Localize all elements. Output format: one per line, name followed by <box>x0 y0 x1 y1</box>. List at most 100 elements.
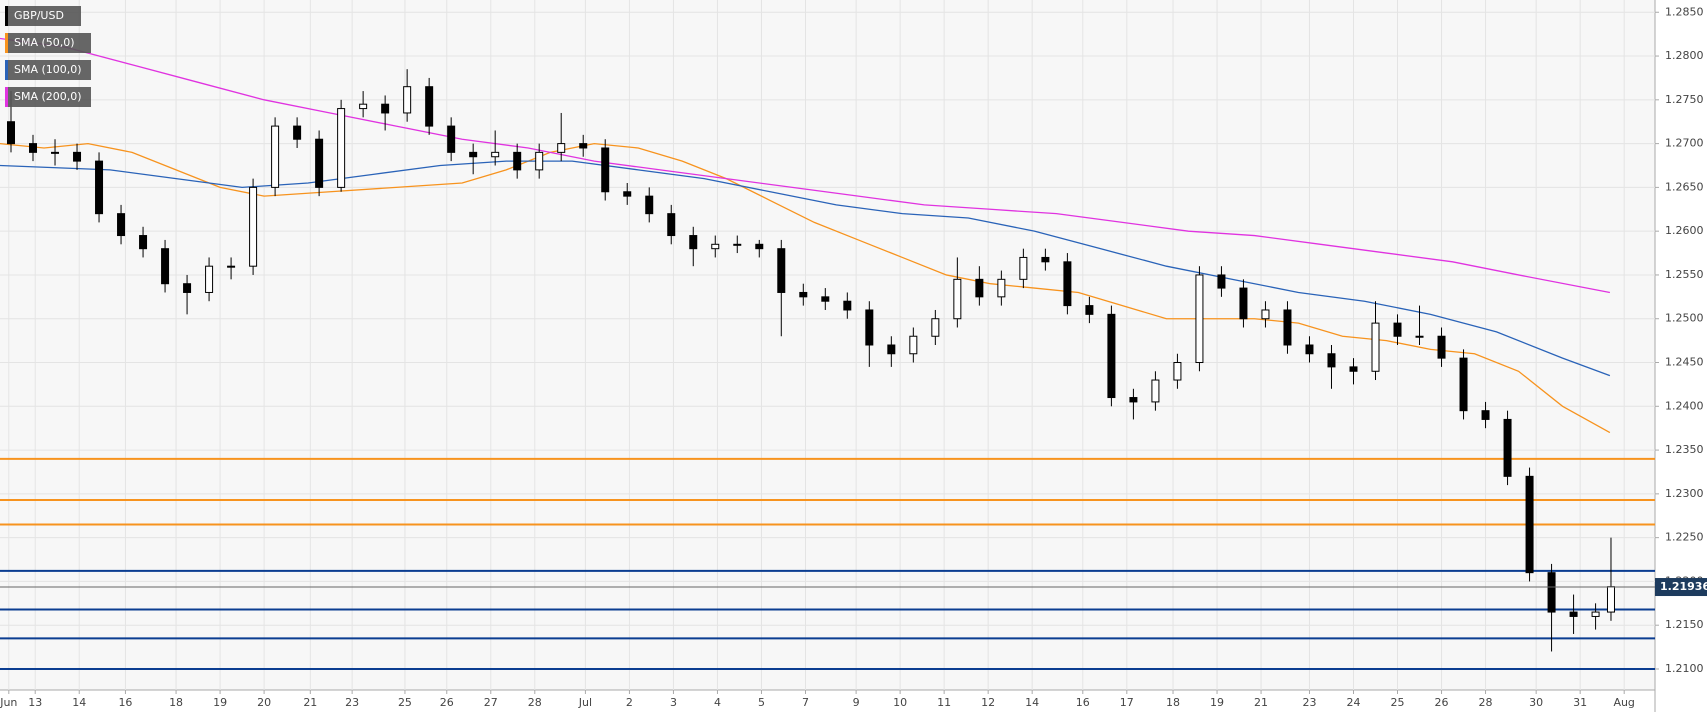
candle-body <box>7 121 16 145</box>
candle-body <box>997 278 1006 298</box>
x-tick-label: 9 <box>853 696 860 709</box>
y-tick-label: 1.2800 <box>1665 49 1704 62</box>
x-tick-label: 4 <box>714 696 721 709</box>
x-tick-label: Jun <box>0 696 17 709</box>
y-tick-label: 1.2450 <box>1665 356 1704 369</box>
candle-body <box>1547 572 1556 613</box>
candle-body <box>579 143 588 149</box>
x-tick-label: 13 <box>28 696 42 709</box>
candle-body <box>425 86 434 127</box>
y-tick-label: 1.2850 <box>1665 5 1704 18</box>
legend: GBP/USD SMA (50,0) SMA (100,0) SMA (200,0) <box>5 6 91 107</box>
candle-body <box>1606 586 1615 613</box>
x-tick-label: 23 <box>1302 696 1316 709</box>
candle-body <box>205 265 214 293</box>
candle-body <box>1261 309 1270 320</box>
candle-body <box>667 213 676 237</box>
y-tick-label: 1.2250 <box>1665 531 1704 544</box>
candle-body <box>645 195 654 215</box>
candle-body <box>183 283 192 293</box>
x-tick-label: 10 <box>893 696 907 709</box>
candle-body <box>909 335 918 355</box>
candle-body <box>865 309 874 346</box>
candle-body <box>469 151 478 158</box>
x-tick-label: Aug <box>1613 696 1634 709</box>
candle-body <box>1371 322 1380 372</box>
x-tick-label: 2 <box>626 696 633 709</box>
candle-body <box>843 300 852 311</box>
legend-label: SMA (200,0) <box>14 90 82 103</box>
sma-line <box>0 160 1611 377</box>
candle-body <box>1459 357 1468 412</box>
candle-body <box>29 143 38 153</box>
candle-body <box>249 186 258 267</box>
last-price-box <box>1655 578 1707 597</box>
y-tick-label: 1.2400 <box>1665 399 1704 412</box>
legend-box <box>5 87 91 107</box>
legend-box <box>5 6 81 26</box>
x-tick-label: 12 <box>981 696 995 709</box>
candle-body <box>535 151 544 171</box>
candle-body <box>1349 366 1358 372</box>
x-tick-label: 14 <box>72 696 86 709</box>
x-tick-label: 14 <box>1025 696 1039 709</box>
x-tick-label: 21 <box>1254 696 1268 709</box>
x-tick-label: 30 <box>1529 696 1543 709</box>
x-tick-label: 25 <box>1391 696 1405 709</box>
candle-body <box>953 278 962 320</box>
candle-body <box>491 151 500 158</box>
candle-body <box>359 103 368 110</box>
y-tick-label: 1.2750 <box>1665 93 1704 106</box>
candle-body <box>623 191 632 197</box>
candle-body <box>1569 611 1578 617</box>
marks: 1.21936 <box>0 37 1707 670</box>
legend-label: SMA (100,0) <box>14 63 82 76</box>
legend-swatch <box>5 60 8 80</box>
candle-body <box>1129 397 1138 403</box>
candle-body <box>1173 362 1182 381</box>
candle-body <box>931 318 940 337</box>
candle-body <box>139 235 148 250</box>
candle-body <box>887 344 896 355</box>
x-tick-label: 5 <box>758 696 765 709</box>
candle-body <box>1393 322 1402 337</box>
candle-body <box>1283 309 1292 346</box>
y-tick-label: 1.2500 <box>1665 312 1704 325</box>
candle-body <box>711 243 720 250</box>
candle-body <box>513 151 522 171</box>
x-tick-label: 20 <box>257 696 271 709</box>
candle-body <box>1481 410 1490 420</box>
legend-label: SMA (50,0) <box>14 36 75 49</box>
candle-body <box>1503 418 1512 477</box>
candle-body <box>337 108 346 188</box>
y-tick-label: 1.2350 <box>1665 443 1704 456</box>
candle-body <box>1437 335 1446 359</box>
y-tick-label: 1.2700 <box>1665 137 1704 150</box>
x-tick-label: 23 <box>345 696 359 709</box>
legend-box <box>5 33 91 53</box>
last-price-label: 1.21936 <box>1660 580 1707 593</box>
candle-body <box>315 138 324 188</box>
y-tick-label: 1.2550 <box>1665 268 1704 281</box>
x-tick-label: 18 <box>1166 696 1180 709</box>
candle-body <box>1217 274 1226 289</box>
candle-body <box>689 235 698 250</box>
candle-body <box>821 296 830 302</box>
legend-box <box>5 60 91 80</box>
candle-body <box>381 103 390 114</box>
x-tick-label: 24 <box>1346 696 1360 709</box>
candle-body <box>1085 305 1094 315</box>
sma-line <box>0 37 1611 294</box>
candle-body <box>733 243 742 246</box>
candle-body <box>1063 261 1072 307</box>
candle-body <box>403 86 412 114</box>
x-tick-label: 28 <box>1479 696 1493 709</box>
x-tick-label: 31 <box>1573 696 1587 709</box>
candle-body <box>1151 379 1160 403</box>
y-tick-label: 1.2600 <box>1665 224 1704 237</box>
candle-body <box>1019 256 1028 280</box>
candle-body <box>777 248 786 293</box>
candle-body <box>557 143 566 153</box>
